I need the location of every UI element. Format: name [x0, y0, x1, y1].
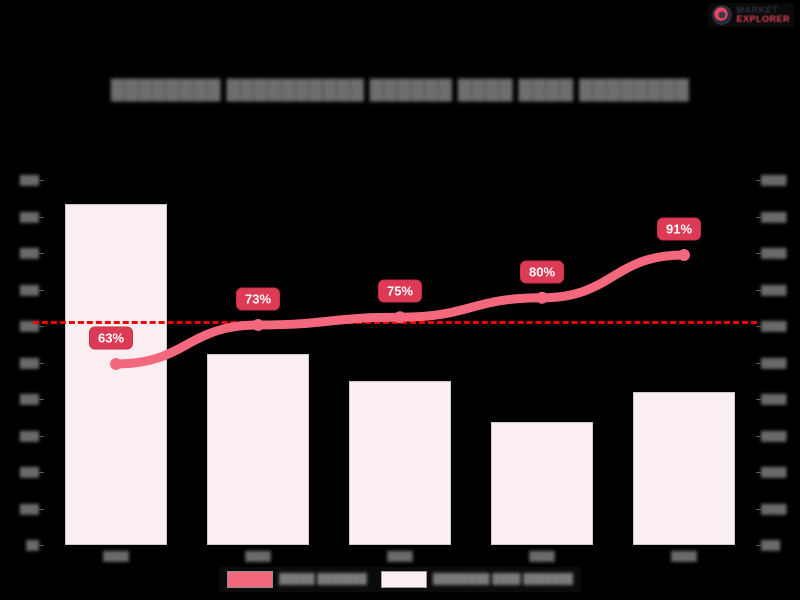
chart-legend: █████ ███████ ████████ ████ ███████ [0, 567, 800, 592]
brand-logo: MARKET EXPLORER [708, 3, 794, 27]
y-tick-label-left-2: ███ [19, 248, 39, 258]
x-tick-label-3: ████ [529, 551, 555, 561]
legend-label-line: █████ ███████ [279, 574, 367, 585]
line-path [111, 250, 689, 369]
bar-2[interactable] [349, 381, 451, 545]
axis-tick [756, 362, 761, 364]
y-tick-label-right-3: ████ [761, 284, 787, 295]
line-marker-0[interactable] [110, 357, 122, 370]
y-tick-label-left-1: ███ [19, 211, 39, 222]
logo-wordmark: MARKET EXPLORER [736, 6, 790, 24]
value-badge-0: 63% [88, 326, 134, 350]
chart-title: ████████ ██████████ ██████ ████ ████ ███… [110, 80, 690, 101]
axis-tick [756, 435, 761, 437]
bar-1[interactable] [207, 353, 309, 545]
y-tick-label-right-4: ████ [761, 321, 787, 331]
axis-tick [39, 216, 44, 218]
y-tick-label-left-3: ███ [19, 284, 39, 295]
axis-tick [756, 508, 761, 510]
y-tick-label-right-0: ████ [761, 175, 787, 185]
value-badge-4: 91% [656, 217, 702, 241]
x-tick-label-2: ████ [387, 551, 413, 561]
legend-label-bar: ████████ ████ ███████ [432, 574, 573, 585]
axis-tick [756, 399, 761, 400]
y-tick-label-left-6: ███ [19, 394, 39, 404]
line-marker-2[interactable] [394, 311, 406, 324]
value-badge-3: 80% [519, 260, 565, 284]
value-badge-1: 73% [235, 287, 281, 311]
axis-tick [756, 326, 761, 327]
y-tick-label-right-5: ████ [761, 357, 787, 368]
axis-tick [39, 253, 44, 254]
bar-4[interactable] [633, 391, 735, 545]
y-tick-label-left-9: ███ [19, 503, 39, 514]
line-marker-3[interactable] [536, 291, 548, 304]
value-badge-2: 75% [377, 279, 423, 303]
legend-swatch-line-icon [227, 571, 273, 588]
axis-tick [39, 545, 44, 546]
line-marker-1[interactable] [252, 319, 264, 332]
axis-tick [39, 399, 44, 400]
logo-line-1: MARKET [736, 5, 778, 15]
axis-tick [39, 289, 44, 291]
reference-line [33, 321, 757, 325]
legend-item-line[interactable]: █████ ███████ [227, 571, 367, 588]
axis-tick [39, 472, 44, 473]
y-tick-label-left-0: ███ [19, 175, 39, 185]
plot-area: ███ ███ ███ ███ ███ ███ ███ ███ ███ ███ ██ ████ ███… [20, 175, 787, 561]
y-tick-label-left-7: ███ [19, 430, 39, 441]
x-tick-label-0: ████ [103, 551, 129, 561]
axis-tick [39, 435, 44, 437]
y-tick-label-right-2: ████ [761, 248, 787, 258]
legend-item-bar[interactable]: ████████ ████ ███████ [380, 571, 573, 588]
axis-tick [39, 326, 44, 327]
axis-tick [756, 289, 761, 291]
y-tick-label-right-1: ████ [761, 211, 787, 222]
y-tick-label-right-10: ███ [761, 540, 781, 550]
y-tick-label-right-6: ████ [761, 394, 787, 404]
bar-0[interactable] [65, 203, 167, 545]
logo-line-2: EXPLORER [736, 14, 790, 24]
legend-swatch-bar-icon [380, 571, 427, 588]
bar-3[interactable] [491, 422, 593, 545]
axis-tick [39, 362, 44, 364]
y-tick-label-left-10: ██ [26, 540, 39, 550]
y-tick-label-left-8: ███ [19, 467, 39, 477]
axis-tick [39, 180, 44, 181]
y-tick-label-right-7: ████ [761, 430, 787, 441]
y-tick-label-right-8: ████ [761, 467, 787, 477]
y-tick-label-right-9: ████ [761, 503, 787, 514]
line-series [110, 248, 690, 370]
x-tick-label-1: ████ [245, 551, 271, 561]
axis-tick [756, 180, 761, 181]
line-marker-4[interactable] [678, 248, 690, 261]
logo-mark-icon [712, 5, 733, 25]
axis-tick [39, 508, 44, 510]
axis-tick [756, 472, 761, 473]
axis-tick [756, 253, 761, 254]
y-tick-label-left-5: ███ [19, 357, 39, 368]
axis-tick [756, 545, 761, 546]
y-tick-label-left-4: ███ [19, 321, 39, 331]
axis-tick [756, 216, 761, 218]
x-tick-label-4: ████ [671, 551, 697, 561]
